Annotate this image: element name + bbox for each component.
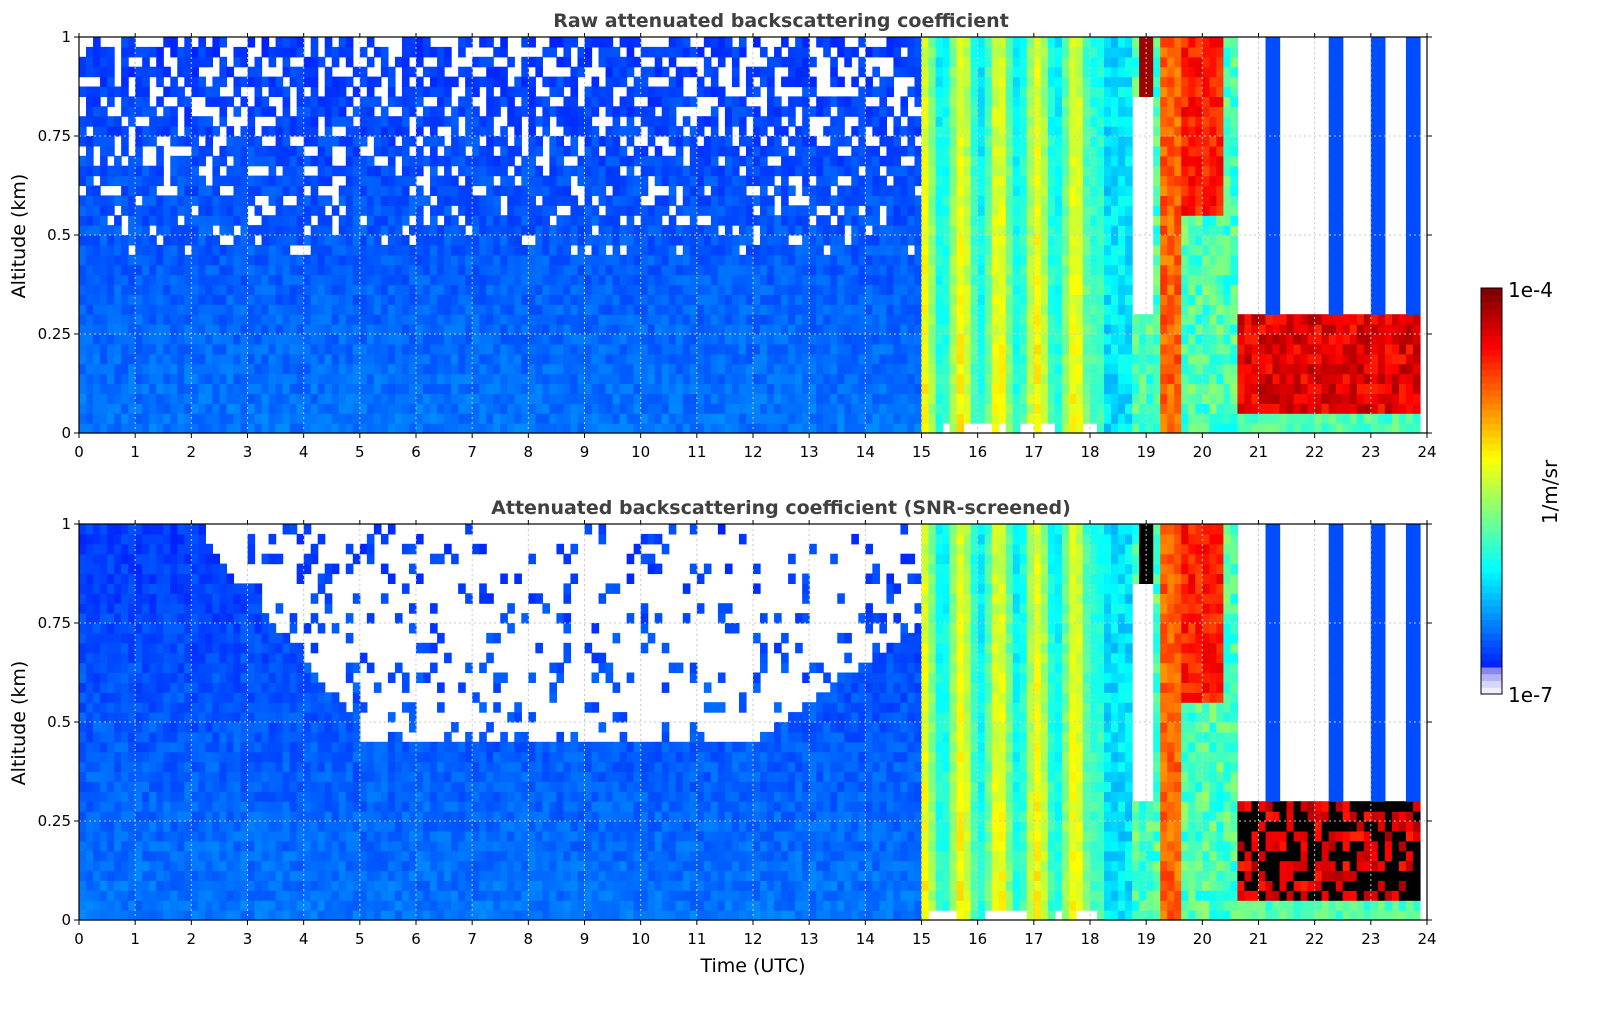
x-tick-label: 7 [467,443,477,461]
x-tick-label: 9 [580,930,590,948]
panel-raw-plot-area [79,37,1421,434]
x-tick-label: 4 [299,443,309,461]
x-tick-label: 4 [299,930,309,948]
x-tick-label: 16 [968,930,987,948]
panel-screened-ylabel: Altitude (km) [8,661,30,786]
x-tick-label: 2 [187,930,197,948]
y-tick-label: 0.5 [47,226,71,244]
panel-raw-axes: 0 1 2 3 4 5 6 7 8 9 10 11 12 13 14 15 16 17 18 19 20 21 22 23 24… [38,28,1437,461]
panel-raw: Raw attenuated backscattering coefficien… [8,10,1437,461]
colorbar: 1e-4 1e-7 1/m/sr [1480,278,1562,707]
x-tick-label: 24 [1417,443,1436,461]
panel-raw-ylabel: Altitude (km) [8,174,30,299]
x-tick-label: 22 [1305,930,1324,948]
colorbar-min-label: 1e-7 [1508,683,1553,707]
x-tick-label: 17 [1024,443,1043,461]
x-tick-label: 19 [1137,930,1156,948]
x-tick-label: 23 [1361,930,1380,948]
x-tick-label: 8 [524,930,534,948]
panel-screened-plot-area [79,524,1421,921]
x-tick-label: 21 [1249,443,1268,461]
y-tick-label: 0 [61,911,71,929]
x-tick-label: 0 [74,443,84,461]
x-tick-label: 2 [187,443,197,461]
x-tick-label: 11 [687,443,706,461]
x-tick-label: 20 [1193,443,1212,461]
y-tick-label: 0.25 [38,812,71,830]
x-tick-label: 3 [243,443,253,461]
panel-screened-title: Attenuated backscattering coefficient (S… [491,497,1071,519]
x-tick-label: 14 [856,443,875,461]
x-tick-label: 13 [800,443,819,461]
y-tick-label: 0.75 [38,127,71,145]
panel-screened: Attenuated backscattering coefficient (S… [8,497,1437,977]
x-tick-label: 13 [800,930,819,948]
y-tick-label: 0 [61,424,71,442]
y-tick-label: 0.25 [38,325,71,343]
x-tick-label: 5 [355,930,365,948]
x-tick-label: 12 [743,930,762,948]
panel-screened-axes: 0 1 2 3 4 5 6 7 8 9 10 11 12 13 14 15 16 17 18 19 20 21 22 23 24… [38,515,1437,948]
x-tick-label: 0 [74,930,84,948]
x-tick-label: 6 [411,443,421,461]
x-tick-label: 7 [467,930,477,948]
x-tick-label: 18 [1080,930,1099,948]
colorbar-max-label: 1e-4 [1508,278,1553,302]
x-tick-label: 1 [130,930,140,948]
x-tick-label: 3 [243,930,253,948]
x-tick-label: 9 [580,443,590,461]
x-tick-label: 20 [1193,930,1212,948]
x-tick-label: 21 [1249,930,1268,948]
x-tick-label: 17 [1024,930,1043,948]
x-tick-label: 23 [1361,443,1380,461]
x-tick-label: 8 [524,443,534,461]
x-tick-label: 19 [1137,443,1156,461]
x-tick-label: 10 [631,443,650,461]
y-tick-label: 1 [61,515,71,533]
x-axis-label: Time (UTC) [699,955,805,977]
x-tick-label: 10 [631,930,650,948]
y-tick-label: 0.75 [38,614,71,632]
x-tick-label: 16 [968,443,987,461]
x-tick-label: 18 [1080,443,1099,461]
x-tick-label: 15 [912,443,931,461]
x-tick-label: 11 [687,930,706,948]
panel-raw-title: Raw attenuated backscattering coefficien… [553,10,1009,32]
colorbar-unit-label: 1/m/sr [1538,459,1562,524]
x-tick-label: 5 [355,443,365,461]
x-tick-label: 12 [743,443,762,461]
x-tick-label: 22 [1305,443,1324,461]
y-tick-label: 0.5 [47,713,71,731]
colorbar-gradient [1480,287,1503,695]
x-tick-label: 14 [856,930,875,948]
y-tick-label: 1 [61,28,71,46]
x-tick-label: 1 [130,443,140,461]
x-tick-label: 24 [1417,930,1436,948]
x-tick-label: 6 [411,930,421,948]
x-tick-label: 15 [912,930,931,948]
